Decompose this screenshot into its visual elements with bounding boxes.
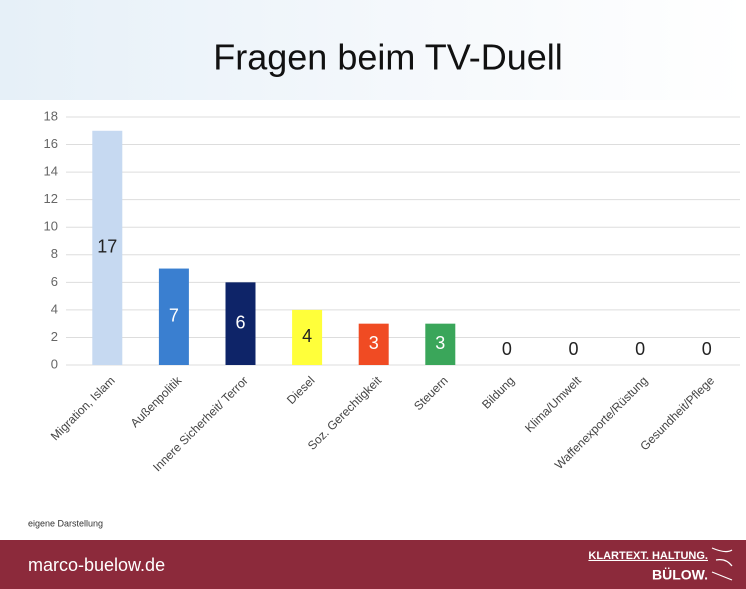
x-tick-label: Steuern	[411, 373, 451, 413]
data-label: 0	[502, 339, 512, 359]
source-note: eigene Darstellung	[28, 518, 103, 528]
data-label: 17	[97, 237, 117, 257]
y-tick-label: 18	[44, 108, 58, 123]
y-tick-label: 10	[44, 219, 58, 234]
y-tick-label: 14	[44, 164, 58, 179]
x-tick-label: Gesundheit/Pflege	[637, 373, 717, 453]
x-tick-label: Soz. Gerechtigkeit	[305, 373, 385, 453]
footer-name: BÜLOW.	[652, 567, 708, 583]
data-label: 7	[169, 306, 179, 326]
footer-site: marco-buelow.de	[28, 555, 165, 575]
bar	[358, 323, 389, 365]
y-tick-label: 12	[44, 191, 58, 206]
chart-title: Fragen beim TV-Duell	[213, 37, 563, 78]
bar	[225, 282, 256, 365]
y-tick-label: 6	[51, 274, 58, 289]
y-tick-label: 8	[51, 246, 58, 261]
x-tick-label: Migration, Islam	[48, 373, 118, 443]
footer-slogan: KLARTEXT. HALTUNG.	[588, 550, 708, 562]
bar	[425, 323, 456, 365]
x-tick-label: Diesel	[284, 373, 317, 406]
x-tick-label: Klima/Umwelt	[522, 373, 584, 435]
x-tick-label: Außenpolitik	[128, 373, 185, 430]
y-tick-label: 16	[44, 136, 58, 151]
header-bg	[0, 0, 746, 100]
data-label: 0	[568, 339, 578, 359]
data-label: 0	[702, 339, 712, 359]
x-tick-label: Bildung	[479, 373, 517, 411]
bar	[292, 309, 323, 365]
footer-bar	[0, 540, 746, 589]
data-label: 3	[435, 333, 445, 353]
data-label: 0	[635, 339, 645, 359]
data-label: 6	[235, 312, 245, 332]
logo-mark	[711, 547, 733, 581]
y-tick-label: 4	[51, 301, 58, 316]
data-label: 3	[369, 333, 379, 353]
bar	[158, 268, 189, 365]
y-tick-label: 2	[51, 329, 58, 344]
data-label: 4	[302, 326, 312, 346]
y-tick-label: 0	[51, 356, 58, 371]
bar	[92, 130, 123, 365]
